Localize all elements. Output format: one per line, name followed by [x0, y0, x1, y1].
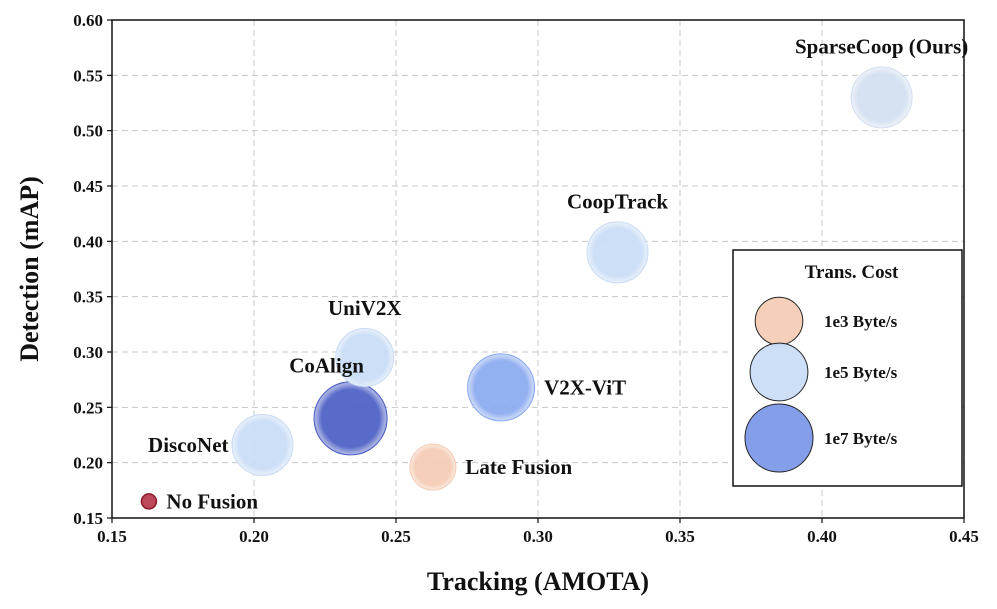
label-cooptrack: CoopTrack [567, 189, 668, 213]
label-disconet: DiscoNet [148, 433, 228, 457]
y-axis-ticks: 0.15 0.20 0.25 0.30 0.35 0.40 0.45 0.50 0.55 0.60 [73, 11, 112, 528]
legend-label-1e7-byte-s: 1e7 Byte/s [824, 429, 898, 448]
legend: Trans. Cost 1e3 Byte/s 1e5 Byte/s 1e7 Byte… [732, 249, 963, 487]
legend-label-1e5-byte-s: 1e5 Byte/s [824, 363, 898, 382]
y-tick-label: 0.55 [73, 66, 103, 85]
point-halo-sparsecoop-ours [851, 67, 912, 128]
x-tick-label: 0.30 [523, 527, 553, 546]
label-sparsecoop-ours: SparseCoop (Ours) [795, 34, 968, 58]
point-no-fusion [140, 493, 158, 510]
label-v2x-vit: V2X-ViT [544, 375, 626, 399]
x-tick-label: 0.15 [97, 527, 127, 546]
point-halo-cooptrack [587, 222, 648, 283]
point-halo-coalign [314, 382, 387, 455]
y-tick-label: 0.15 [73, 509, 103, 528]
legend-marker-1e3-byte-s [754, 296, 804, 346]
legend-label-1e3-byte-s: 1e3 Byte/s [824, 312, 898, 331]
point-labels: No Fusion DiscoNet CoAlign UniV2X Late Fusio… [148, 34, 968, 513]
label-late-fusion: Late Fusion [465, 455, 572, 479]
x-tick-label: 0.40 [807, 527, 837, 546]
x-tick-label: 0.25 [381, 527, 411, 546]
legend-entries: 1e3 Byte/s 1e5 Byte/s 1e7 Byte/s [744, 296, 898, 473]
x-tick-label: 0.20 [239, 527, 269, 546]
x-tick-label: 0.35 [665, 527, 695, 546]
legend-marker-1e5-byte-s [749, 342, 809, 402]
y-tick-label: 0.40 [73, 232, 103, 251]
x-tick-label: 0.45 [949, 527, 979, 546]
legend-marker-1e7-byte-s [744, 403, 814, 473]
data-points [140, 66, 913, 510]
y-tick-label: 0.45 [73, 177, 103, 196]
label-coalign: CoAlign [289, 353, 364, 377]
point-halo-disconet [232, 414, 293, 475]
y-tick-label: 0.50 [73, 122, 103, 141]
label-no-fusion: No Fusion [166, 489, 258, 513]
y-tick-label: 0.30 [73, 343, 103, 362]
y-axis-title: Detection (mAP) [15, 176, 44, 362]
point-halo-late-fusion [410, 444, 456, 490]
y-tick-label: 0.35 [73, 288, 103, 307]
point-halo-v2x-vit [468, 354, 535, 421]
point-halo-univ2x [336, 329, 394, 387]
y-tick-label: 0.25 [73, 398, 103, 417]
y-tick-label: 0.60 [73, 11, 103, 30]
x-axis-ticks: 0.15 0.20 0.25 0.30 0.35 0.40 0.45 [97, 518, 979, 546]
y-tick-label: 0.20 [73, 454, 103, 473]
x-axis-title: Tracking (AMOTA) [427, 567, 649, 596]
label-univ2x: UniV2X [328, 296, 402, 320]
legend-title: Trans. Cost [805, 262, 899, 283]
